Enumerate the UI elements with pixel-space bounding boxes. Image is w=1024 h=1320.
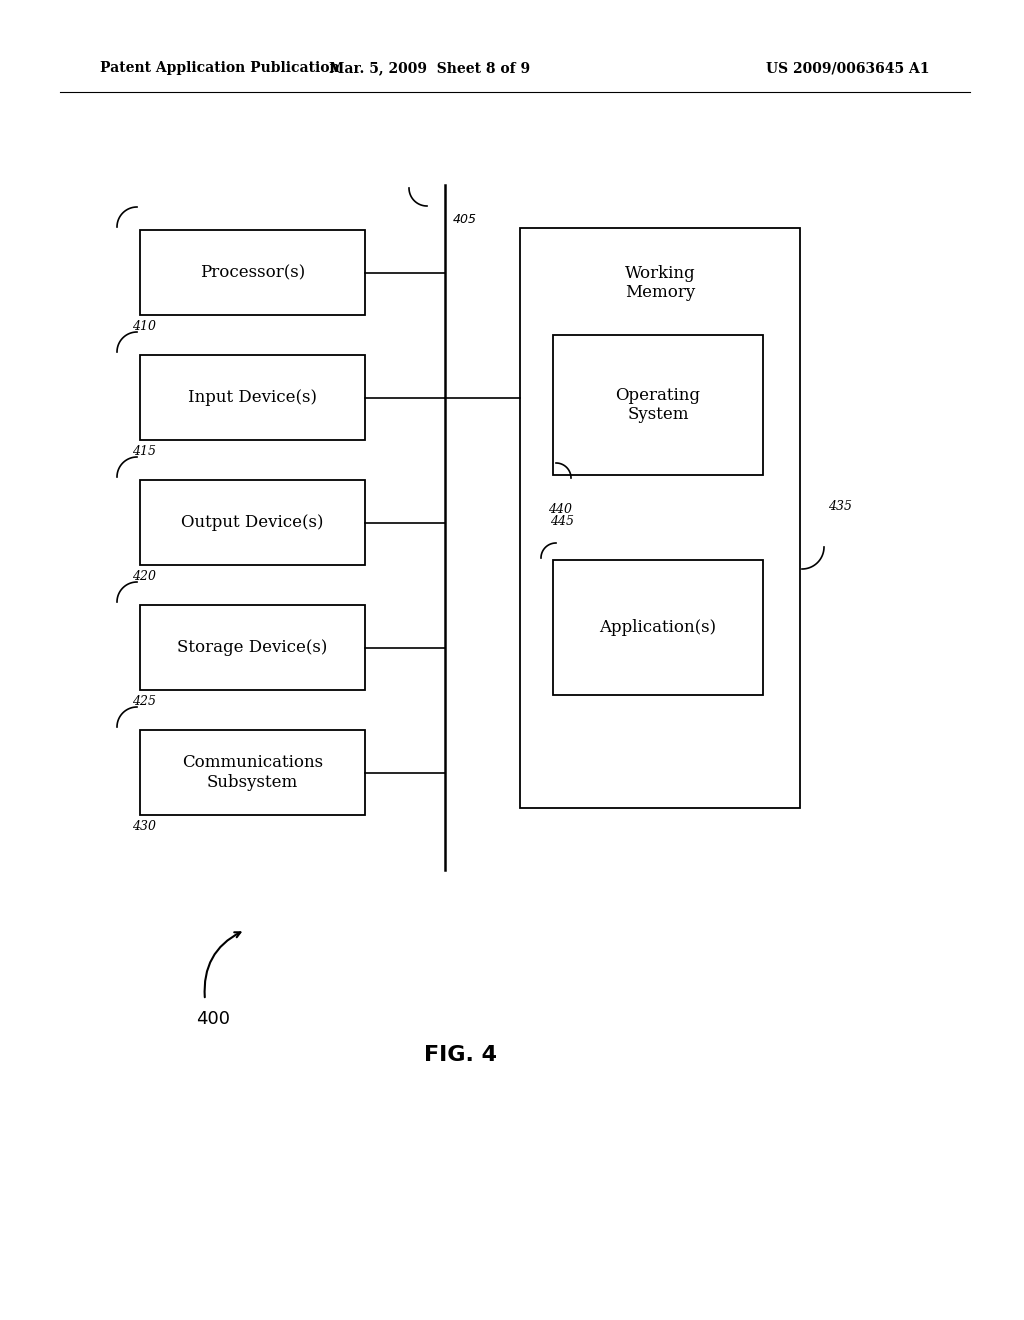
Text: Processor(s): Processor(s) — [200, 264, 305, 281]
Text: Communications
Subsystem: Communications Subsystem — [182, 754, 323, 791]
Bar — [553, 335, 763, 475]
Text: 445: 445 — [550, 515, 574, 528]
Text: 420: 420 — [132, 570, 156, 583]
Bar — [140, 730, 365, 814]
Text: Patent Application Publication: Patent Application Publication — [100, 61, 340, 75]
Text: Mar. 5, 2009  Sheet 8 of 9: Mar. 5, 2009 Sheet 8 of 9 — [330, 61, 530, 75]
Text: Output Device(s): Output Device(s) — [181, 513, 324, 531]
Text: Application(s): Application(s) — [599, 619, 717, 636]
Text: 435: 435 — [828, 500, 852, 513]
Bar — [140, 230, 365, 315]
Text: 410: 410 — [132, 319, 156, 333]
Text: Storage Device(s): Storage Device(s) — [177, 639, 328, 656]
Bar — [140, 480, 365, 565]
Text: 440: 440 — [548, 503, 572, 516]
Text: 425: 425 — [132, 696, 156, 708]
Text: 415: 415 — [132, 445, 156, 458]
Text: FIG. 4: FIG. 4 — [424, 1045, 497, 1065]
Bar — [553, 560, 763, 696]
Bar — [140, 605, 365, 690]
Text: Operating
System: Operating System — [615, 387, 700, 424]
Text: US 2009/0063645 A1: US 2009/0063645 A1 — [767, 61, 930, 75]
Bar — [520, 228, 800, 808]
Text: Working
Memory: Working Memory — [625, 265, 695, 301]
Text: 405: 405 — [453, 213, 477, 226]
Text: 400: 400 — [196, 1010, 230, 1028]
Bar — [140, 355, 365, 440]
Text: 430: 430 — [132, 820, 156, 833]
Text: Input Device(s): Input Device(s) — [188, 389, 317, 407]
